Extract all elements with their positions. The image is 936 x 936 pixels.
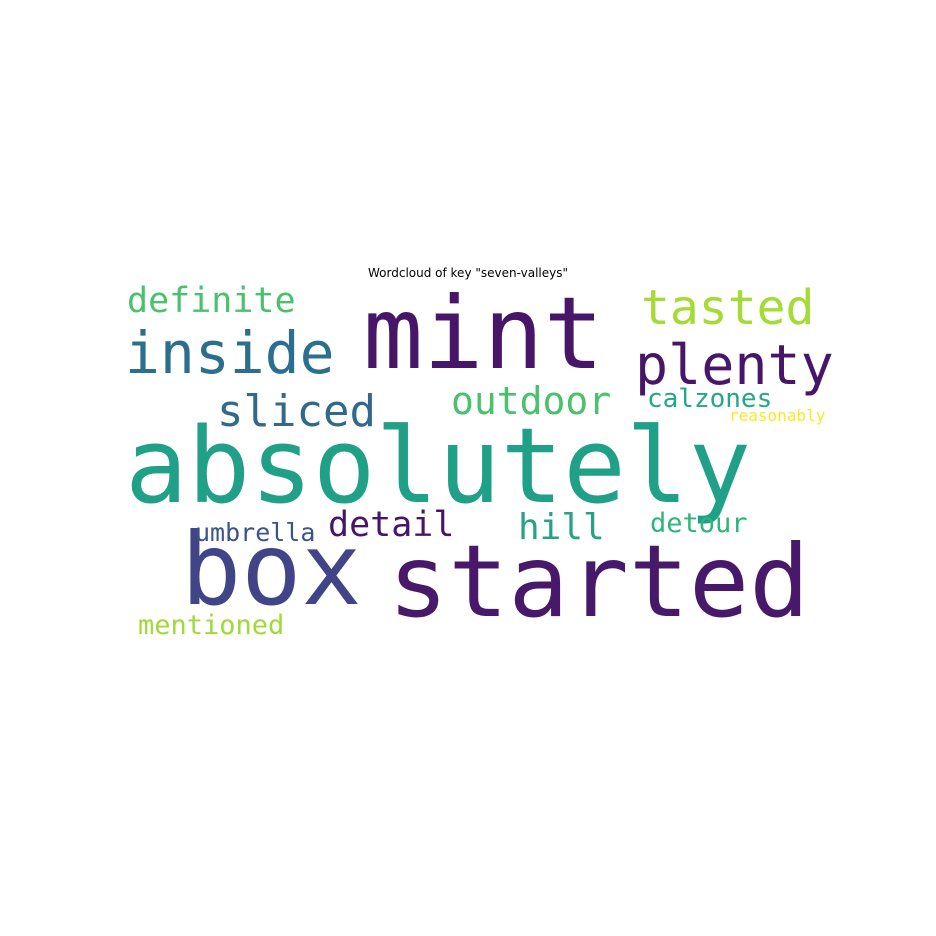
word-detail: detail	[328, 505, 455, 545]
chart-title: Wordcloud of key "seven-valleys"	[368, 266, 568, 280]
word-detour: detour	[650, 508, 748, 539]
word-absolutely: absolutely	[125, 405, 752, 527]
word-hill: hill	[518, 507, 605, 548]
word-outdoor: outdoor	[451, 379, 612, 423]
wordcloud-area: absolutely mint started box inside plenty tast…	[123, 282, 833, 638]
word-sliced: sliced	[217, 386, 376, 437]
word-reasonably: reasonably	[729, 406, 826, 425]
word-definite: definite	[127, 282, 296, 321]
word-umbrella: umbrella	[195, 518, 316, 547]
word-started: started	[388, 523, 810, 638]
word-mentioned: mentioned	[138, 610, 285, 638]
word-plenty: plenty	[635, 333, 833, 397]
word-inside: inside	[125, 319, 335, 387]
word-box: box	[181, 511, 362, 628]
word-mint: mint	[363, 282, 604, 392]
word-calzones: calzones	[647, 384, 773, 414]
word-tasted: tasted	[641, 282, 815, 336]
